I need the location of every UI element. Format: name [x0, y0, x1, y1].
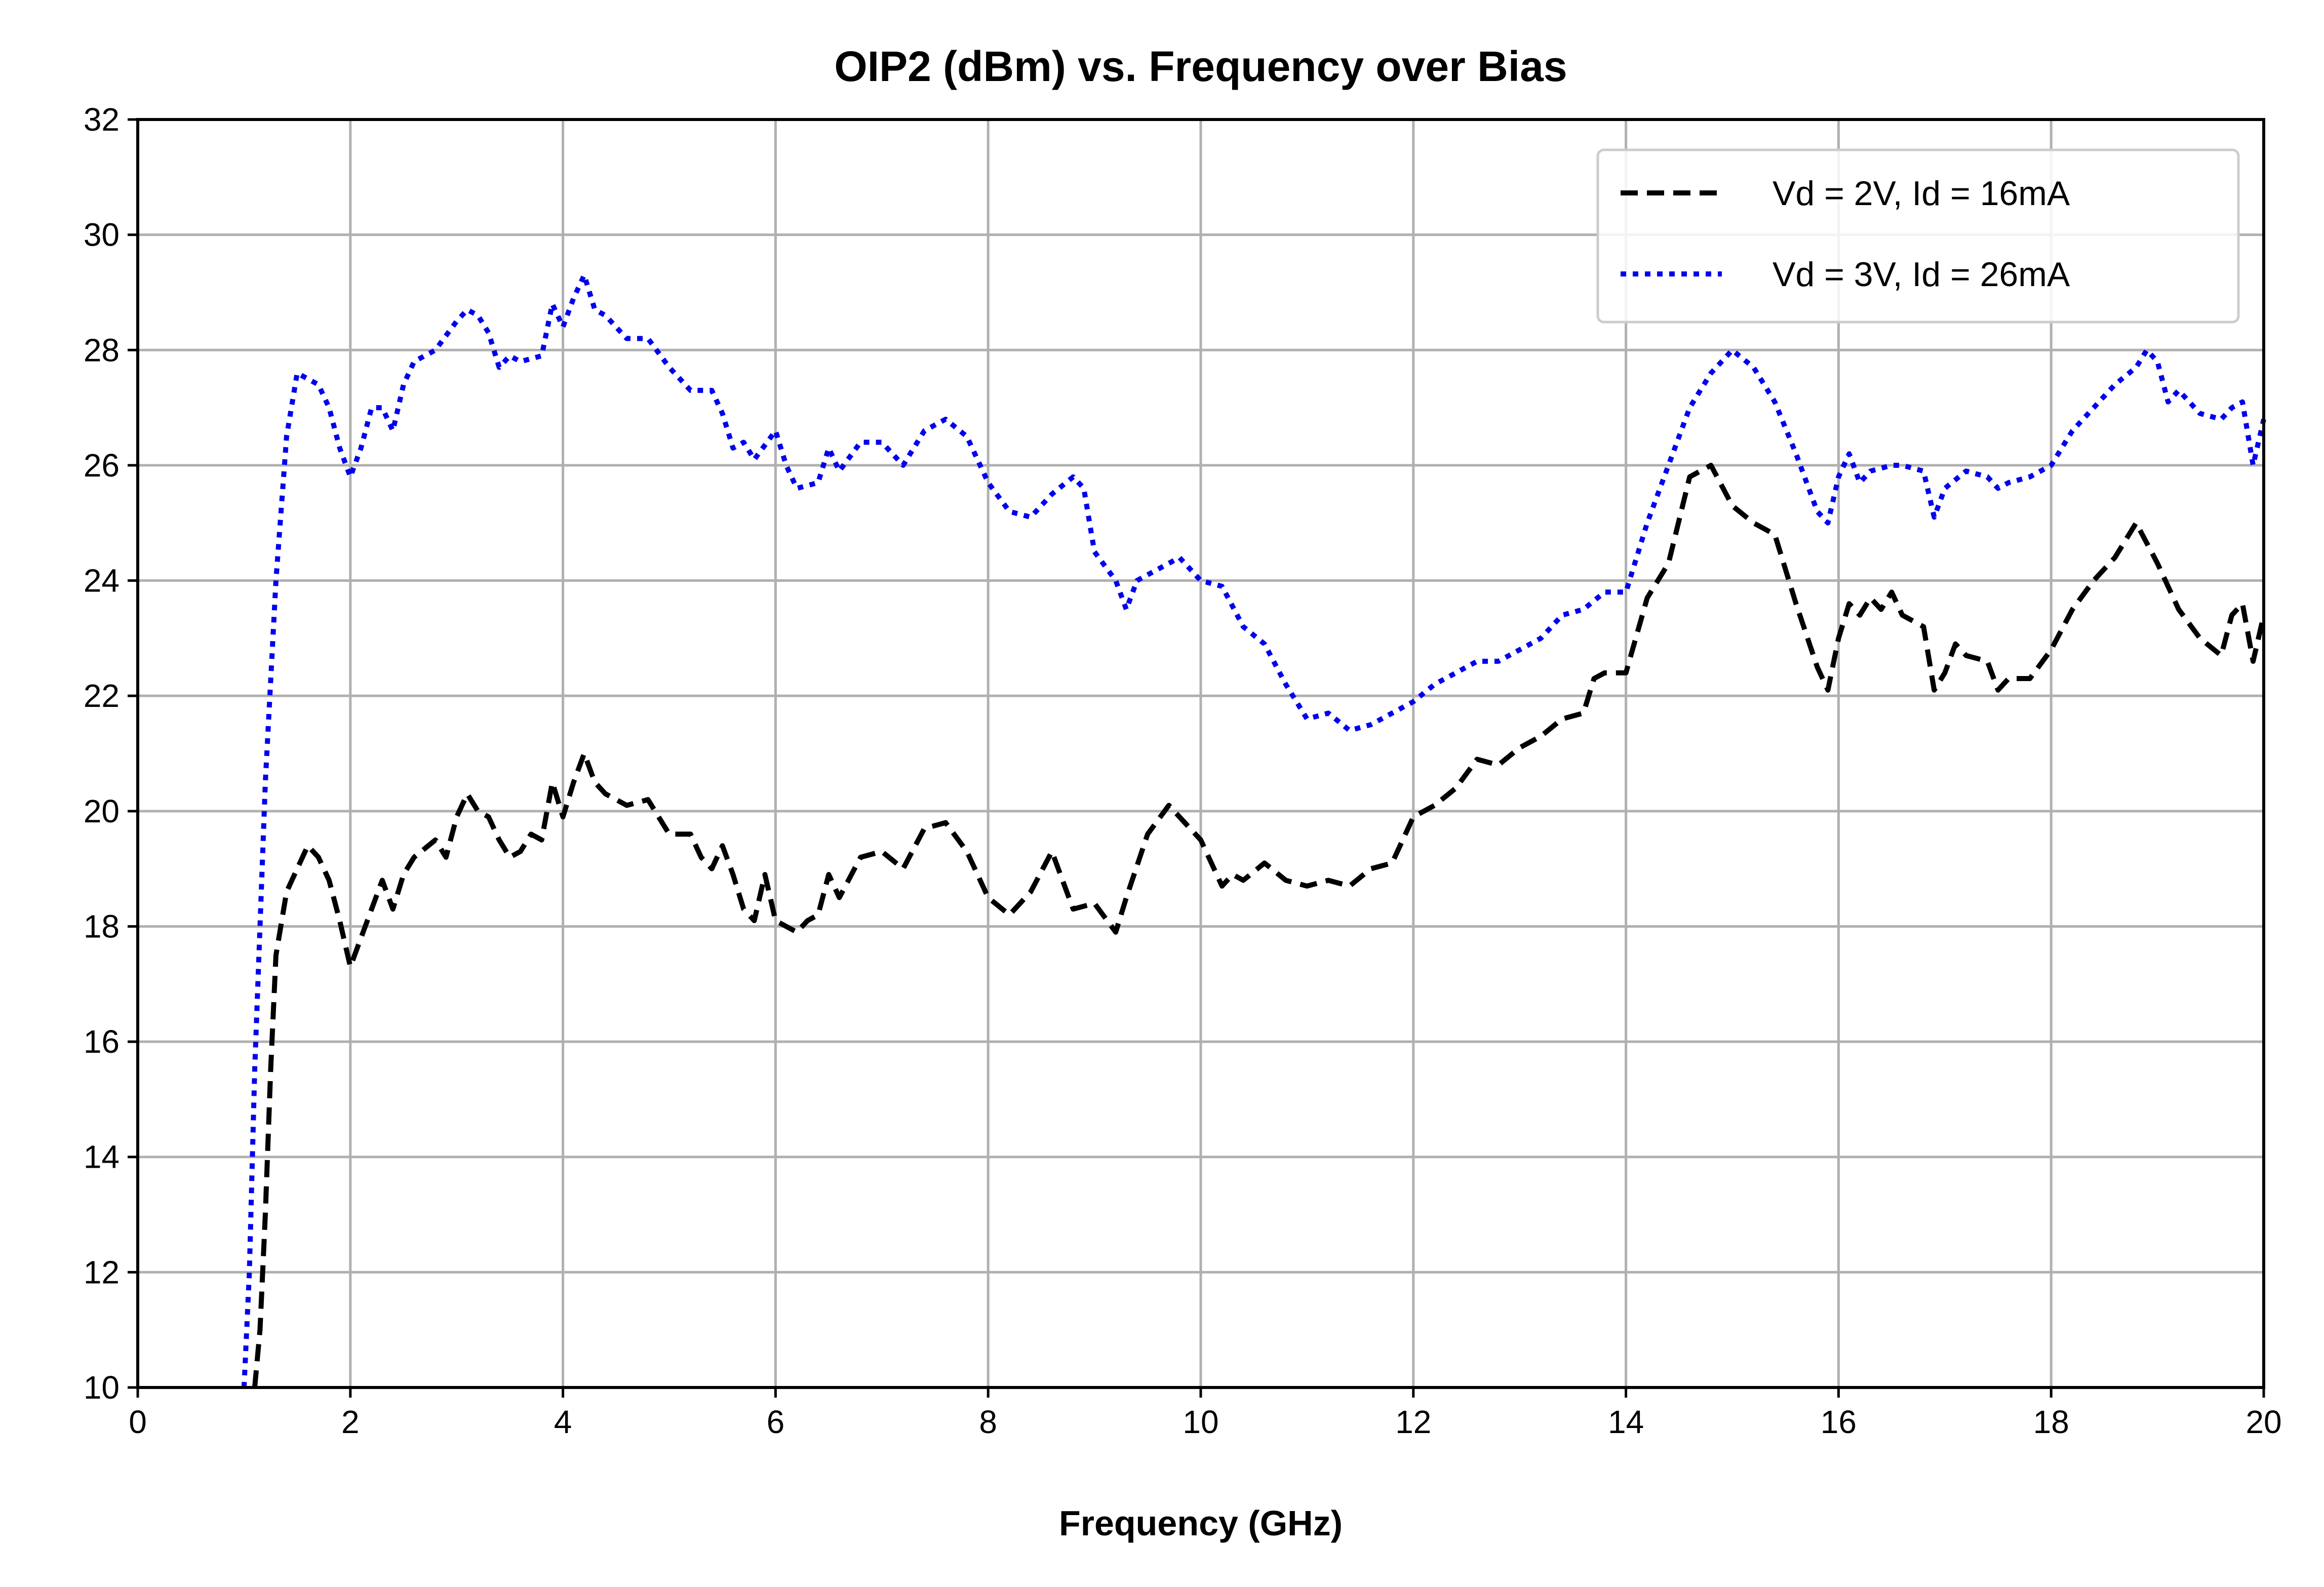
- x-tick-label: 10: [1183, 1404, 1218, 1440]
- x-tick-label: 12: [1395, 1404, 1431, 1440]
- x-tick-label: 6: [767, 1404, 785, 1440]
- x-tick-label: 16: [1821, 1404, 1857, 1440]
- chart-title: OIP2 (dBm) vs. Frequency over Bias: [834, 43, 1567, 90]
- x-tick-label: 14: [1608, 1404, 1644, 1440]
- x-tick-label: 18: [2033, 1404, 2069, 1440]
- y-tick-label: 22: [84, 678, 120, 714]
- series-line-vd2: [252, 462, 2266, 1388]
- legend-box: [1596, 148, 2240, 324]
- x-axis-label: Frequency (GHz): [1059, 1503, 1343, 1543]
- y-tick-label: 12: [84, 1254, 120, 1290]
- y-tick-label: 28: [84, 332, 120, 368]
- y-tick-label: 30: [84, 217, 120, 253]
- legend: Vd = 2V, Id = 16mA Vd = 3V, Id = 26mA: [1596, 148, 2240, 324]
- x-tick-label: 2: [341, 1404, 360, 1440]
- y-tick-label: 10: [84, 1369, 120, 1406]
- legend-label-vd3: Vd = 3V, Id = 26mA: [1772, 255, 2070, 294]
- y-tick-label: 14: [84, 1139, 120, 1175]
- y-tick-label: 26: [84, 447, 120, 484]
- x-tick-label: 8: [979, 1404, 997, 1440]
- y-tick-label: 18: [84, 908, 120, 944]
- y-tick-label: 16: [84, 1023, 120, 1060]
- legend-label-vd2: Vd = 2V, Id = 16mA: [1772, 174, 2070, 213]
- y-tick-label: 20: [84, 793, 120, 829]
- series-layer: [241, 272, 2266, 1388]
- y-tick-label: 24: [84, 563, 120, 599]
- x-tick-label: 4: [554, 1404, 572, 1440]
- x-tick-label: 20: [2246, 1404, 2281, 1440]
- x-tick-label: 0: [129, 1404, 147, 1440]
- axis-ticks: 0 2 4 6 8 10 12 14 16 18 2010121416182022242628303…: [84, 101, 2282, 1440]
- y-tick-label: 32: [84, 101, 120, 138]
